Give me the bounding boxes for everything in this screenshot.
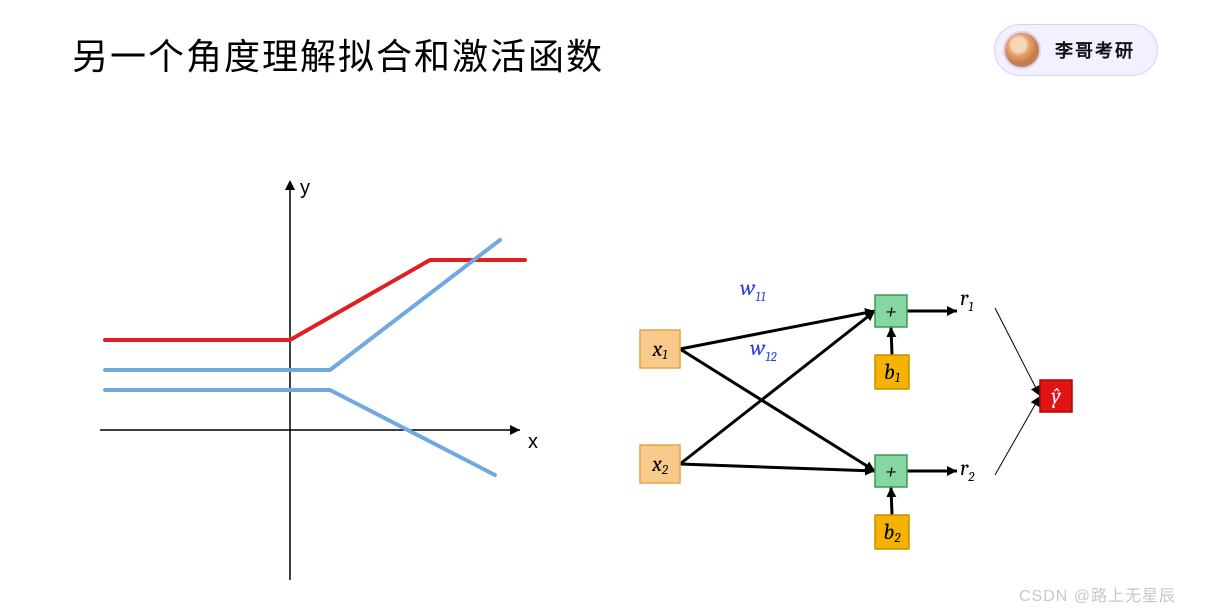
- avatar-icon: [1003, 31, 1041, 69]
- svg-text:w12: w12: [750, 335, 777, 365]
- network-diagram: x1x2++b1b2ŷw11w12r1r2: [600, 250, 1100, 580]
- author-label: 李哥考研: [1055, 37, 1135, 63]
- svg-text:x: x: [528, 431, 538, 453]
- svg-text:+: +: [885, 298, 896, 324]
- svg-text:w11: w11: [740, 275, 766, 305]
- svg-text:ŷ: ŷ: [1051, 383, 1061, 409]
- svg-text:r1: r1: [960, 285, 973, 315]
- author-badge: 李哥考研: [994, 24, 1158, 76]
- page-title: 另一个角度理解拟合和激活函数: [72, 28, 604, 80]
- svg-text:y: y: [300, 180, 310, 199]
- watermark-text: CSDN @路上无星辰: [1019, 582, 1176, 606]
- svg-text:r2: r2: [960, 455, 975, 485]
- svg-text:+: +: [885, 458, 896, 484]
- line-chart: xy: [100, 180, 540, 580]
